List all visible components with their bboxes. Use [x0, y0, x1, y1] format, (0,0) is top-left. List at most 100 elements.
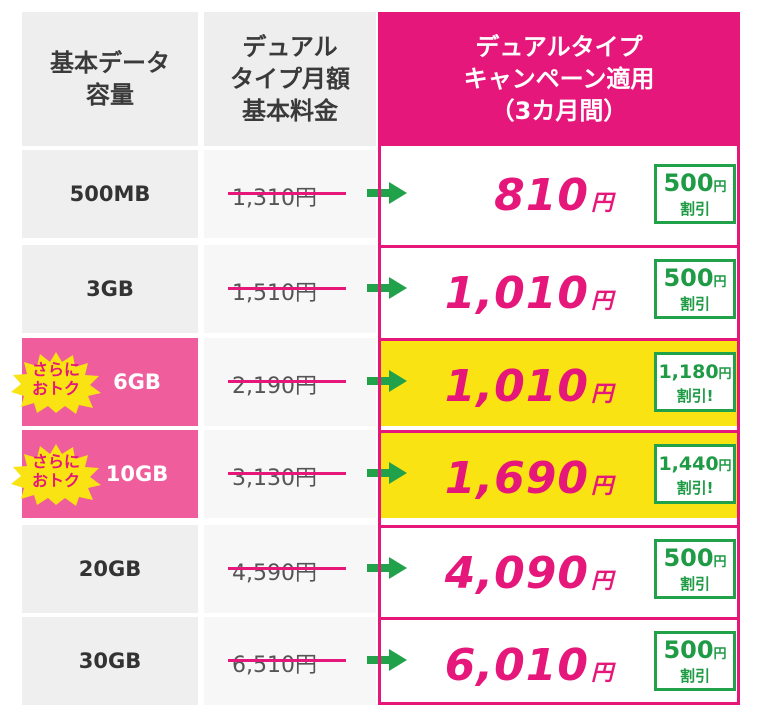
header-line: 基本料金 — [242, 97, 338, 125]
capacity-cell: 3GB — [22, 245, 198, 333]
starburst-icon — [11, 352, 101, 414]
old-price-cell: 2,190円 — [204, 338, 376, 426]
strikethrough-line — [228, 567, 346, 570]
tag-line: さらに — [31, 452, 80, 471]
yen-unit: 円 — [590, 289, 613, 314]
yen-unit: 円 — [590, 474, 613, 499]
capacity-label: 6GB — [113, 370, 161, 394]
discount-label: 割引 — [679, 574, 710, 593]
tag-line: おトク — [31, 379, 80, 398]
capacity-cell: 20GB — [22, 525, 198, 613]
strikethrough-line — [228, 192, 346, 195]
price-value: 1,690 — [444, 453, 589, 504]
price-value: 810 — [494, 170, 589, 221]
discount-label: 割引 — [679, 199, 710, 218]
discount-label: 割引! — [676, 386, 714, 405]
discount-amount: 500 — [663, 543, 714, 572]
discount-unit: 円 — [713, 554, 727, 570]
discount-amount: 500 — [663, 635, 714, 664]
discount-unit: 円 — [713, 646, 727, 662]
extra-deal-tag: さらに おトク — [24, 452, 88, 490]
table-row: 3GB 1,510円 1,010 円 500円 割引 — [0, 245, 760, 333]
campaign-price: 1,010 円 — [445, 268, 613, 319]
old-price-cell: 6,510円 — [204, 617, 376, 705]
discount-unit: 円 — [713, 274, 727, 290]
campaign-price-cell: 1,010 円 — [381, 245, 737, 333]
discount-amount: 1,440 — [658, 452, 719, 475]
header-line: デュアル — [242, 33, 338, 61]
yen-unit: 円 — [590, 382, 613, 407]
campaign-price: 1,690 円 — [445, 453, 613, 504]
price-value: 4,090 — [444, 548, 589, 599]
discount-badge: 500円 割引 — [654, 164, 736, 224]
capacity-label: 30GB — [78, 649, 142, 673]
capacity-label: 10GB — [105, 462, 169, 486]
discount-label: 割引! — [676, 478, 714, 497]
old-price-cell: 4,590円 — [204, 525, 376, 613]
tag-line: さらに — [31, 360, 80, 379]
capacity-cell: 30GB — [22, 617, 198, 705]
strikethrough-line — [228, 659, 346, 662]
old-price: 4,590円 — [232, 561, 317, 586]
capacity-label: 500MB — [69, 182, 151, 206]
discount-amount: 1,180 — [658, 360, 719, 383]
discount-badge: 500円 割引 — [654, 631, 736, 691]
header-line: キャンペーン適用 — [463, 65, 655, 93]
header-line: 容量 — [86, 81, 134, 109]
discount-amount: 500 — [663, 168, 714, 197]
old-price-cell: 1,510円 — [204, 245, 376, 333]
campaign-price: 6,010 円 — [445, 640, 613, 691]
strikethrough-line — [228, 472, 346, 475]
discount-label: 割引 — [679, 294, 710, 313]
capacity-label: 20GB — [78, 557, 142, 581]
table-row: 6GB さらに おトク 2,190円 1,010 円 1,180円 割引! — [0, 338, 760, 426]
table-row: 30GB 6,510円 6,010 円 500円 割引 — [0, 617, 760, 705]
price-value: 6,010 — [444, 640, 589, 691]
campaign-price-cell: 4,090 円 — [381, 525, 737, 613]
header-campaign-price: デュアルタイプ キャンペーン適用 （3カ月間） — [378, 12, 740, 146]
strikethrough-line — [228, 287, 346, 290]
discount-badge: 500円 割引 — [654, 259, 736, 319]
strikethrough-line — [228, 380, 346, 383]
old-price-cell: 3,130円 — [204, 430, 376, 518]
discount-amount: 500 — [663, 263, 714, 292]
old-price-cell: 1,310円 — [204, 150, 376, 238]
campaign-price: 810 円 — [494, 170, 613, 221]
starburst-icon — [11, 444, 101, 506]
table-row: 10GB さらに おトク 3,130円 1,690 円 1,440円 割引! — [0, 430, 760, 518]
price-value: 1,010 — [444, 361, 589, 412]
yen-unit: 円 — [590, 569, 613, 594]
old-price: 2,190円 — [232, 374, 317, 399]
discount-unit: 円 — [713, 179, 727, 195]
header-line: デュアルタイプ — [475, 33, 643, 61]
campaign-column-frame — [378, 146, 740, 705]
yen-unit: 円 — [590, 191, 613, 216]
old-price: 6,510円 — [232, 653, 317, 678]
discount-unit: 円 — [718, 458, 732, 474]
extra-deal-tag: さらに おトク — [24, 360, 88, 398]
discount-badge: 500円 割引 — [654, 539, 736, 599]
campaign-price: 1,010 円 — [445, 361, 613, 412]
campaign-price-cell: 6,010 円 — [381, 617, 737, 705]
header-line: 基本データ — [50, 49, 170, 77]
old-price: 1,510円 — [232, 281, 317, 306]
discount-label: 割引 — [679, 666, 710, 685]
header-monthly-basic-fee: デュアル タイプ月額 基本料金 — [204, 12, 376, 146]
campaign-price: 4,090 円 — [445, 548, 613, 599]
price-value: 1,010 — [444, 268, 589, 319]
header-data-capacity: 基本データ 容量 — [22, 12, 198, 146]
old-price: 1,310円 — [232, 186, 317, 211]
old-price: 3,130円 — [232, 466, 317, 491]
tag-line: おトク — [31, 471, 80, 490]
discount-badge: 1,440円 割引! — [654, 444, 736, 504]
campaign-price-cell: 810 円 — [381, 150, 737, 238]
header-line: （3カ月間） — [490, 97, 628, 125]
yen-unit: 円 — [590, 661, 613, 686]
capacity-cell: 500MB — [22, 150, 198, 238]
discount-unit: 円 — [718, 366, 732, 382]
table-row: 20GB 4,590円 4,090 円 500円 割引 — [0, 525, 760, 613]
table-row: 500MB 1,310円 810 円 500円 割引 — [0, 150, 760, 238]
discount-badge: 1,180円 割引! — [654, 352, 736, 412]
capacity-label: 3GB — [86, 277, 134, 301]
header-line: タイプ月額 — [230, 65, 350, 93]
